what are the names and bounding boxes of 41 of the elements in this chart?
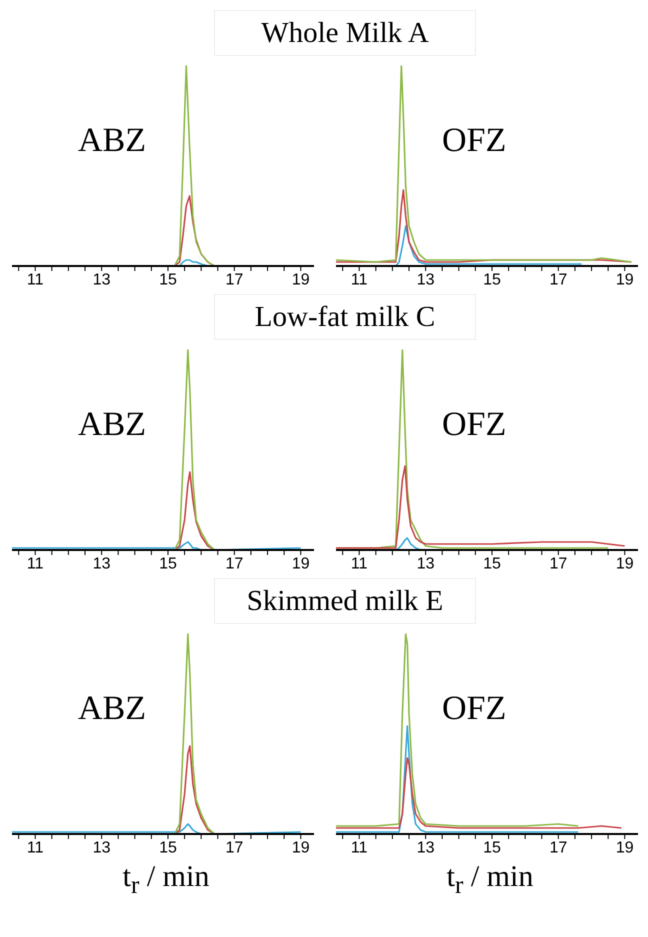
x-tick-label: 17 (549, 271, 568, 288)
x-tick-label: 15 (159, 271, 177, 288)
x-tick-label: 11 (26, 271, 44, 288)
annotation: ABZ (78, 406, 146, 444)
x-tick-label: 13 (416, 839, 435, 856)
chart-title: Low-fat milk C (214, 294, 476, 340)
x-tick-label: 19 (616, 839, 634, 856)
x-tick-label: 13 (92, 555, 111, 572)
x-tick-label: 17 (549, 555, 568, 572)
x-tick-label: 11 (26, 555, 44, 572)
annotation: OFZ (442, 690, 506, 728)
x-tick-label: 11 (26, 839, 44, 856)
x-tick-label: 19 (292, 839, 310, 856)
x-tick-label: 19 (616, 555, 634, 572)
x-tick-label: 13 (92, 271, 111, 288)
annotation: ABZ (78, 122, 146, 160)
x-tick-label: 13 (92, 839, 111, 856)
x-tick-label: 15 (159, 839, 177, 856)
chart-title: Whole Milk A (214, 10, 476, 56)
x-tick-label: 17 (549, 839, 568, 856)
annotation: ABZ (78, 690, 146, 728)
x-tick-label: 19 (616, 271, 634, 288)
x-tick-label: 15 (483, 839, 501, 856)
x-axis-title: t$_{r}$ / min (446, 860, 534, 901)
x-tick-label: 17 (225, 839, 244, 856)
x-tick-label: 11 (350, 555, 368, 572)
x-tick-label: 15 (483, 555, 501, 572)
x-tick-label: 17 (225, 271, 244, 288)
x-tick-label: 15 (483, 271, 501, 288)
x-tick-label: 19 (292, 271, 310, 288)
x-tick-label: 15 (159, 555, 177, 572)
x-tick-label: 11 (350, 839, 368, 856)
x-axis-title: t$_{r}$ / min (122, 860, 210, 901)
x-tick-label: 13 (416, 271, 435, 288)
x-tick-label: 13 (416, 555, 435, 572)
chart-title: Skimmed milk E (214, 578, 476, 624)
annotation: OFZ (442, 406, 506, 444)
x-tick-label: 19 (292, 555, 310, 572)
x-tick-label: 17 (225, 555, 244, 572)
annotation: OFZ (442, 122, 506, 160)
x-tick-label: 11 (350, 271, 368, 288)
